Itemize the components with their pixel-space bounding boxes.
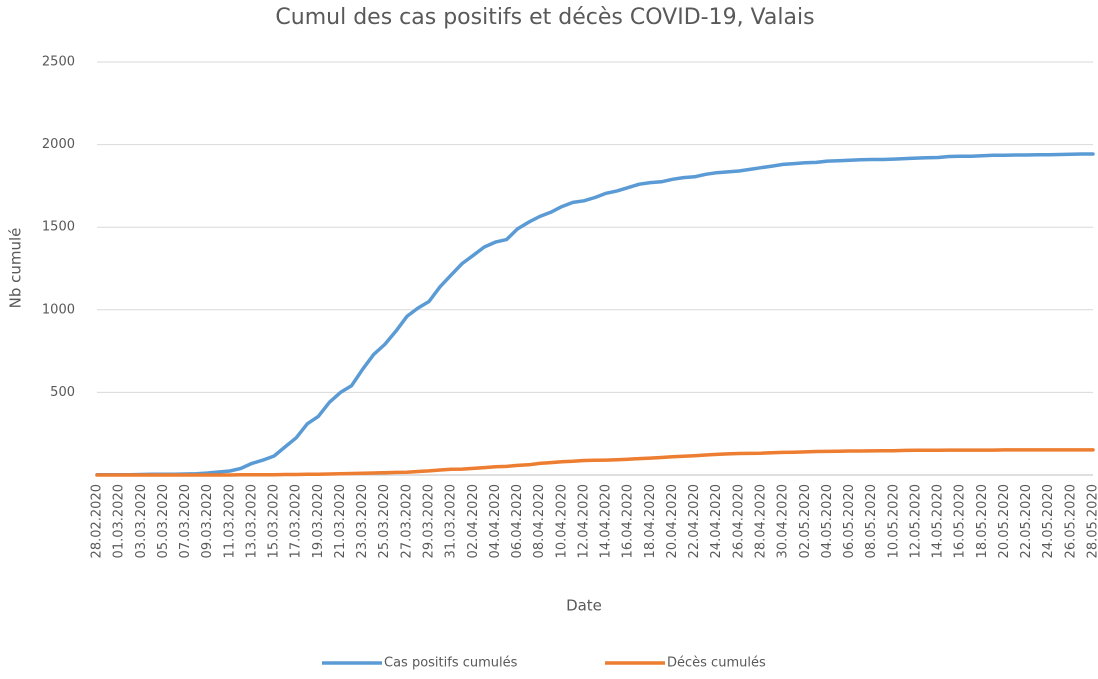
x-tick-label: 08.05.2020 <box>864 484 879 558</box>
x-tick-label: 14.05.2020 <box>931 484 946 558</box>
y-tick-label: 500 <box>50 385 75 400</box>
x-tick-label: 28.02.2020 <box>90 484 105 558</box>
x-tick-label: 18.05.2020 <box>975 484 990 558</box>
x-tick-label: 11.03.2020 <box>222 484 237 558</box>
x-tick-label: 18.04.2020 <box>643 484 658 558</box>
x-tick-label: 30.04.2020 <box>776 484 791 558</box>
x-tick-label: 02.04.2020 <box>466 484 481 558</box>
x-tick-label: 05.03.2020 <box>156 484 171 558</box>
x-tick-label: 21.03.2020 <box>333 484 348 558</box>
x-tick-label: 16.04.2020 <box>621 484 636 558</box>
x-tick-label: 10.05.2020 <box>886 484 901 558</box>
x-tick-label: 26.04.2020 <box>731 484 746 558</box>
x-tick-label: 13.03.2020 <box>244 484 259 558</box>
x-tick-label: 15.03.2020 <box>267 484 282 558</box>
x-tick-label: 01.03.2020 <box>112 484 127 558</box>
x-tick-label: 31.03.2020 <box>444 484 459 558</box>
x-tick-label: 16.05.2020 <box>953 484 968 558</box>
y-tick-label: 1500 <box>42 220 75 235</box>
x-tick-label: 07.03.2020 <box>178 484 193 558</box>
x-tick-label: 28.05.2020 <box>1086 484 1098 558</box>
x-tick-label: 26.05.2020 <box>1063 484 1078 558</box>
x-tick-label: 08.04.2020 <box>532 484 547 558</box>
x-tick-label: 23.03.2020 <box>355 484 370 558</box>
x-tick-label: 06.04.2020 <box>510 484 525 558</box>
legend-label: Décès cumulés <box>667 656 766 671</box>
legend-label: Cas positifs cumulés <box>384 656 518 671</box>
x-tick-label: 25.03.2020 <box>377 484 392 558</box>
x-tick-label: 20.04.2020 <box>665 484 680 558</box>
x-tick-label: 22.05.2020 <box>1019 484 1034 558</box>
x-tick-label: 12.04.2020 <box>576 484 591 558</box>
x-tick-label: 24.05.2020 <box>1041 484 1056 558</box>
x-tick-label: 12.05.2020 <box>908 484 923 558</box>
y-tick-label: 2000 <box>42 137 75 152</box>
x-tick-label: 09.03.2020 <box>200 484 215 558</box>
x-tick-label: 10.04.2020 <box>554 484 569 558</box>
x-tick-label: 03.03.2020 <box>134 484 149 558</box>
y-tick-label: 1000 <box>42 302 75 317</box>
x-tick-label: 04.04.2020 <box>488 484 503 558</box>
x-tick-label: 29.03.2020 <box>422 484 437 558</box>
x-tick-label: 22.04.2020 <box>687 484 702 558</box>
x-tick-label: 19.03.2020 <box>311 484 326 558</box>
x-axis-title: Date <box>566 597 602 615</box>
x-tick-label: 04.05.2020 <box>820 484 835 558</box>
chart-title: Cumul des cas positifs et décès COVID-19… <box>275 5 814 30</box>
x-tick-label: 28.04.2020 <box>754 484 769 558</box>
x-tick-label: 14.04.2020 <box>599 484 614 558</box>
x-tick-label: 20.05.2020 <box>997 484 1012 558</box>
x-tick-label: 24.04.2020 <box>709 484 724 558</box>
x-tick-label: 06.05.2020 <box>842 484 857 558</box>
y-axis-title: Nb cumulé <box>7 228 25 309</box>
x-tick-label: 17.03.2020 <box>289 484 304 558</box>
y-tick-label: 2500 <box>42 55 75 70</box>
x-tick-label: 02.05.2020 <box>798 484 813 558</box>
x-tick-label: 27.03.2020 <box>399 484 414 558</box>
